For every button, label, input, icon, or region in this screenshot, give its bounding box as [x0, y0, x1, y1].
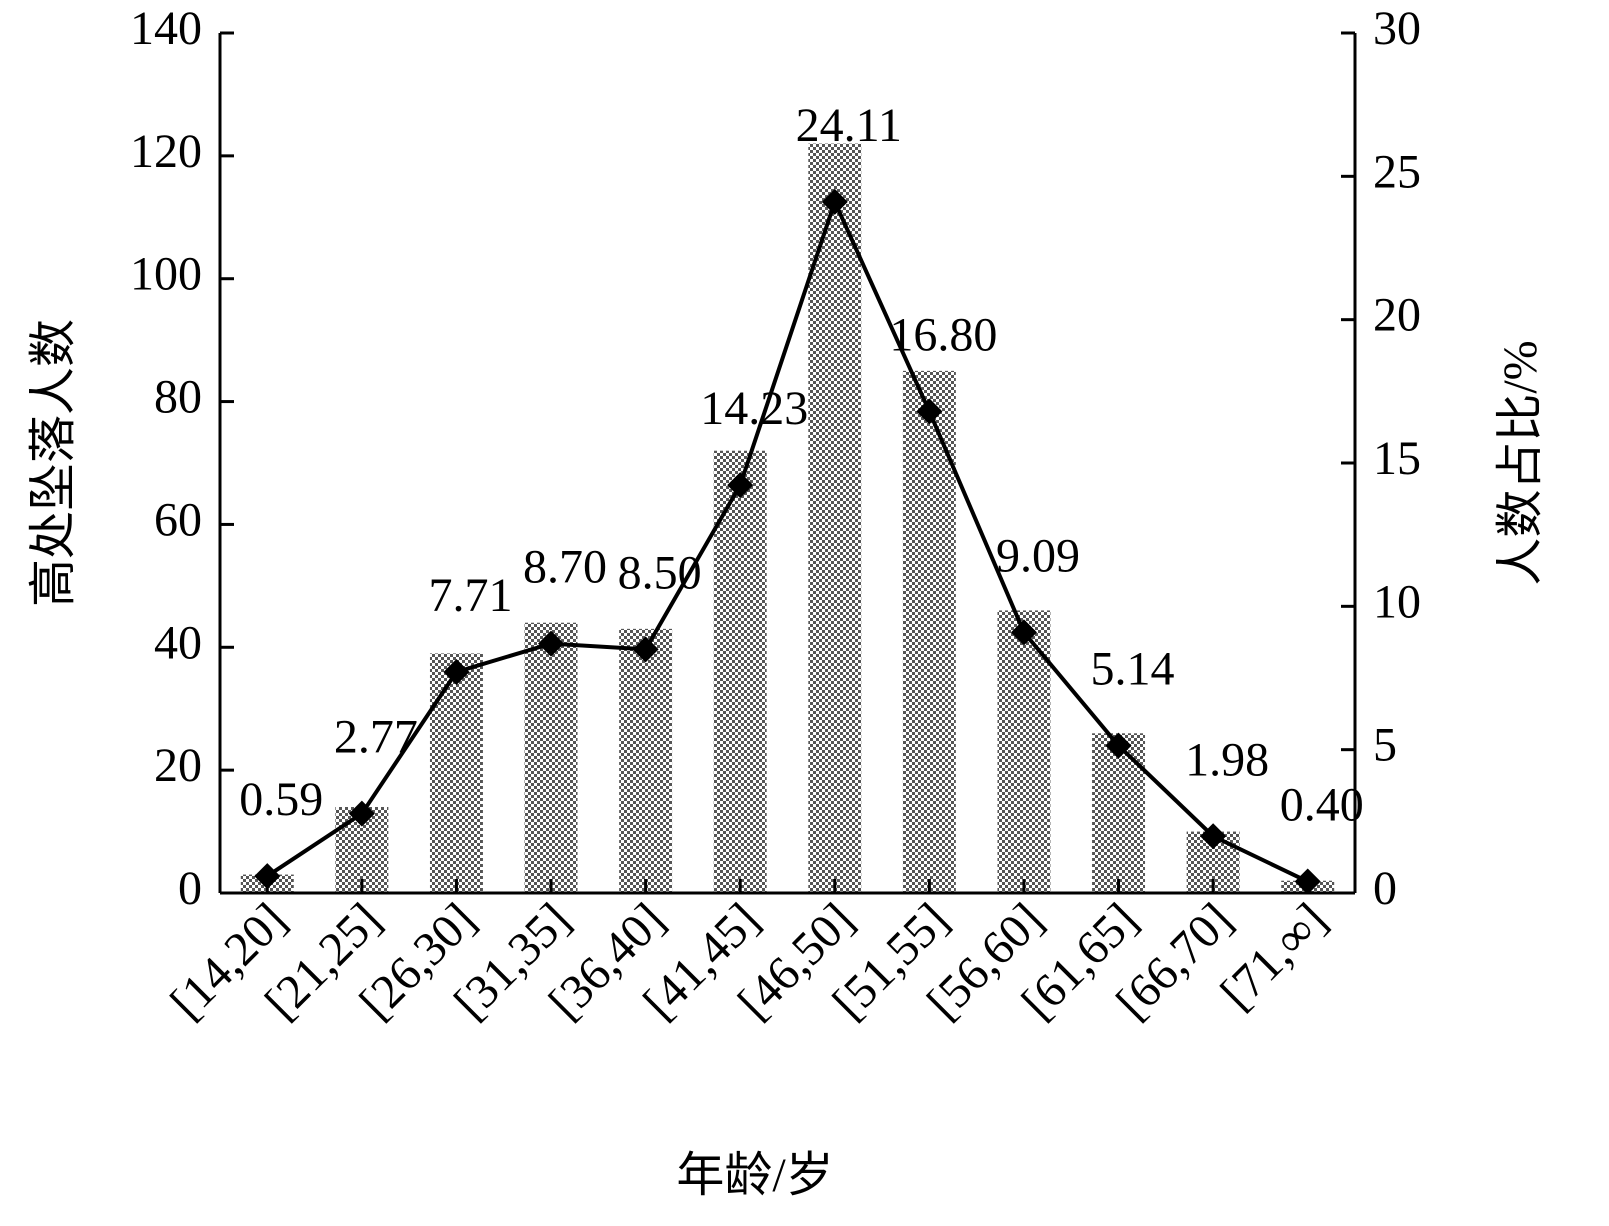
data-label: 7.71 — [428, 569, 512, 622]
data-label: 5.14 — [1091, 643, 1175, 696]
bar — [429, 653, 483, 893]
y2-tick-label: 10 — [1373, 575, 1421, 628]
data-label: 24.11 — [796, 99, 902, 152]
data-label: 1.98 — [1185, 733, 1269, 786]
line-marker — [1200, 823, 1227, 850]
bar — [808, 143, 862, 894]
y-tick-label: 60 — [154, 493, 202, 546]
y-tick-label: 40 — [154, 616, 202, 669]
line-marker — [632, 636, 659, 663]
data-label: 0.59 — [239, 773, 323, 826]
data-label: 0.40 — [1280, 779, 1364, 832]
bar — [619, 628, 673, 893]
y-tick-label: 140 — [130, 2, 202, 55]
y2-tick-label: 0 — [1373, 862, 1397, 915]
line-marker — [821, 188, 848, 215]
y2-tick-label: 25 — [1373, 145, 1421, 198]
data-label: 8.70 — [523, 541, 607, 594]
data-label: 16.80 — [889, 308, 997, 361]
line-marker — [916, 398, 943, 425]
y-tick-label: 120 — [130, 125, 202, 178]
y-tick-label: 100 — [130, 248, 202, 301]
y-tick-label: 80 — [154, 371, 202, 424]
x-tick-label: [71,∞] — [1211, 893, 1338, 1020]
bar — [902, 370, 956, 893]
y-tick-label: 20 — [154, 739, 202, 792]
y2-tick-label: 30 — [1373, 2, 1421, 55]
line-marker — [443, 658, 470, 685]
y2-axis-title: 人数占比/% — [1494, 340, 1547, 585]
data-label: 2.77 — [334, 711, 418, 764]
y2-tick-label: 20 — [1373, 289, 1421, 342]
line-marker — [727, 472, 754, 499]
line-marker — [538, 630, 565, 657]
x-axis-title: 年龄/岁 — [676, 1149, 833, 1202]
data-label: 8.50 — [618, 546, 702, 599]
data-label: 9.09 — [996, 529, 1080, 582]
data-label: 14.23 — [700, 382, 808, 435]
line-marker — [1010, 619, 1037, 646]
y-axis-title: 高处坠落人数 — [27, 319, 80, 607]
line-marker — [254, 863, 281, 890]
line-marker — [348, 800, 375, 827]
bar — [713, 450, 767, 893]
bar — [524, 622, 578, 893]
line-marker — [1105, 732, 1132, 759]
line — [266, 196, 1309, 884]
bar — [997, 610, 1051, 893]
y2-tick-label: 15 — [1373, 432, 1421, 485]
y2-tick-label: 5 — [1373, 719, 1397, 772]
y-tick-label: 0 — [178, 862, 202, 915]
